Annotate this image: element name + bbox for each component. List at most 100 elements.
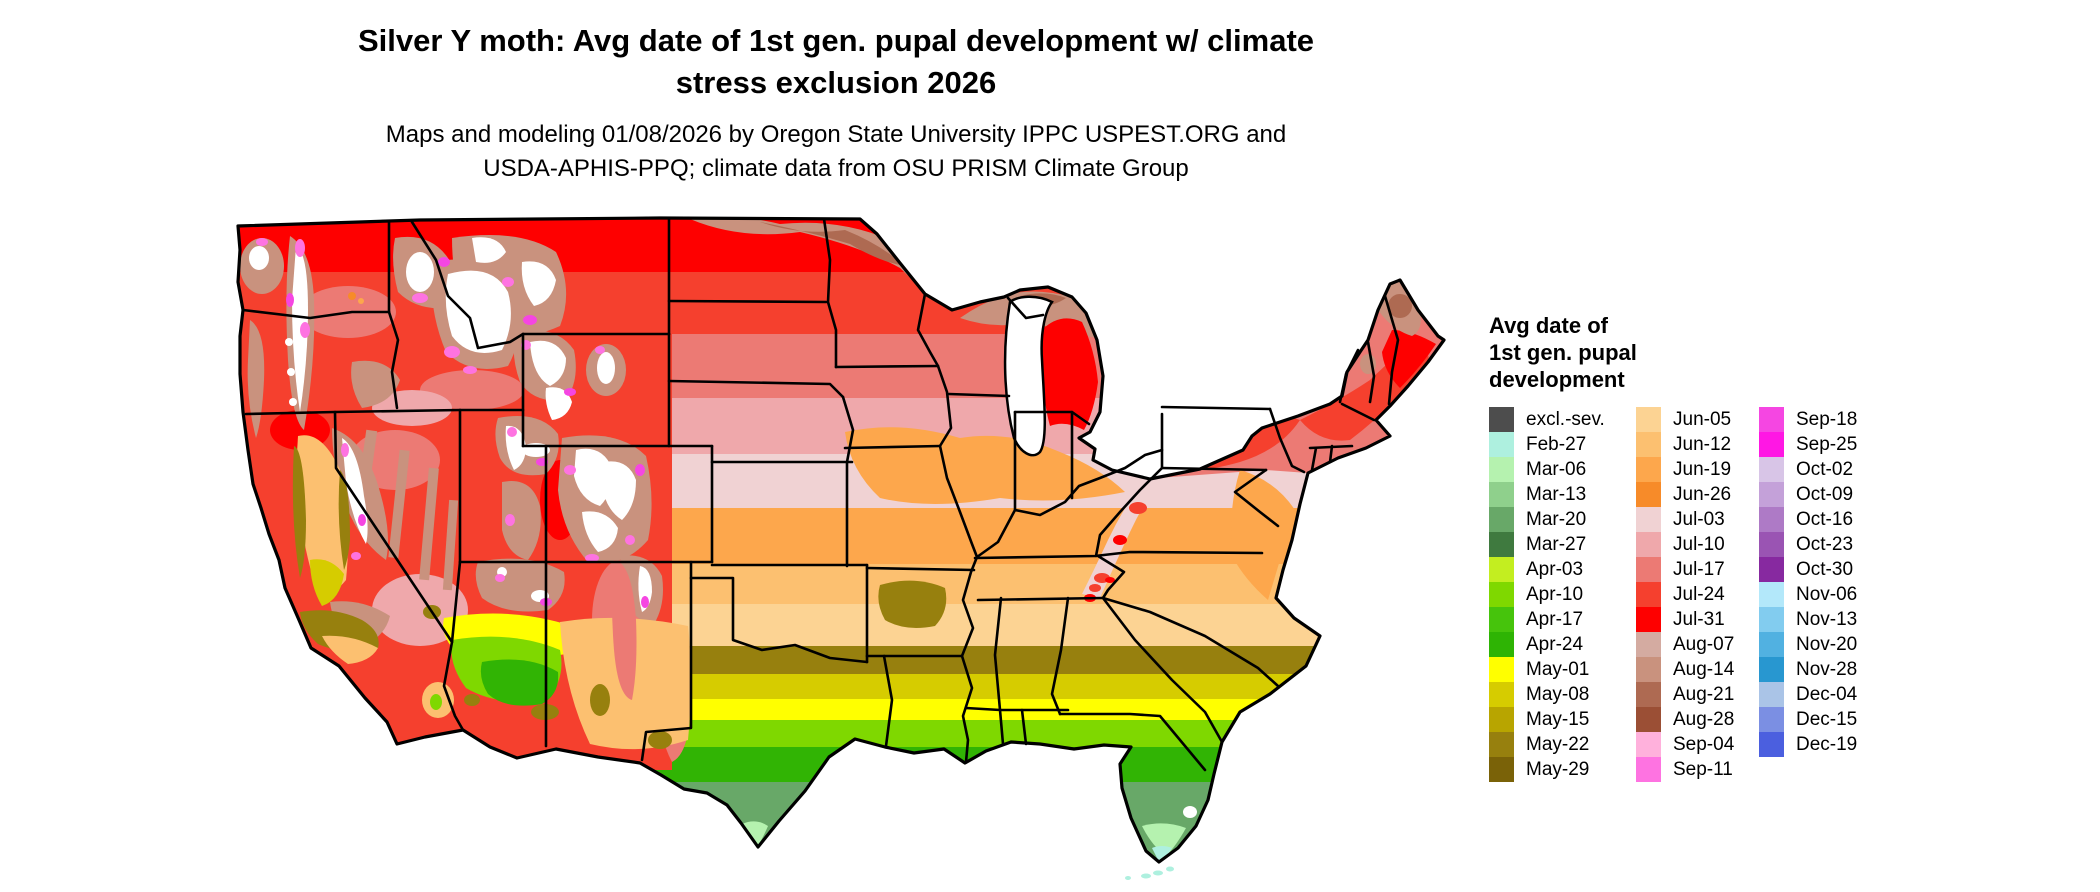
legend-entry-label: Jul-24 bbox=[1673, 583, 1725, 605]
legend-column-1: excl.-sev. Feb-27 Mar-06 Mar-13 Mar-20 Mar-27… bbox=[1489, 407, 1636, 782]
legend-color-swatch bbox=[1759, 707, 1784, 732]
legend-column-3: Sep-18 Sep-25 Oct-02 Oct-09 Oct-16 Oct-23 Oct-… bbox=[1759, 407, 1857, 757]
legend-entry-label: Sep-11 bbox=[1673, 758, 1733, 780]
legend-entry: Sep-25 bbox=[1759, 432, 1857, 457]
legend-entry-label: Apr-03 bbox=[1526, 558, 1584, 580]
subtitle-line-2: USDA-APHIS-PPQ; climate data from OSU PR… bbox=[483, 155, 1189, 182]
legend-entry: Aug-21 bbox=[1636, 682, 1759, 707]
legend-color-swatch bbox=[1636, 732, 1661, 757]
legend-entry-label: Apr-10 bbox=[1526, 583, 1584, 605]
legend-entry-label: Sep-18 bbox=[1796, 408, 1858, 430]
legend-entry: Mar-27 bbox=[1489, 532, 1636, 557]
legend-entry: Nov-13 bbox=[1759, 607, 1857, 632]
legend-entry: Feb-27 bbox=[1489, 432, 1636, 457]
legend-color-swatch bbox=[1636, 632, 1661, 657]
legend-entry-label: Nov-28 bbox=[1796, 658, 1858, 680]
legend-entry-label: Aug-21 bbox=[1673, 683, 1735, 705]
legend-color-swatch bbox=[1489, 432, 1514, 457]
legend-entry-label: Oct-23 bbox=[1796, 533, 1854, 555]
title-block: Silver Y moth: Avg date of 1st gen. pupa… bbox=[236, 20, 1436, 104]
legend-color-swatch bbox=[1759, 632, 1784, 657]
legend-entry: Aug-28 bbox=[1636, 707, 1759, 732]
legend-color-swatch bbox=[1759, 432, 1784, 457]
legend-entry: May-29 bbox=[1489, 757, 1636, 782]
legend-entry-label: Aug-07 bbox=[1673, 633, 1735, 655]
legend-entry-label: May-15 bbox=[1526, 708, 1590, 730]
legend-entry: Dec-04 bbox=[1759, 682, 1857, 707]
legend-color-swatch bbox=[1489, 607, 1514, 632]
legend-color-swatch bbox=[1636, 407, 1661, 432]
legend-entry-label: Dec-04 bbox=[1796, 683, 1858, 705]
legend-entry: Jul-10 bbox=[1636, 532, 1759, 557]
legend-entry-label: Oct-16 bbox=[1796, 508, 1854, 530]
legend-color-swatch bbox=[1636, 532, 1661, 557]
legend-color-swatch bbox=[1636, 707, 1661, 732]
legend-title-line-2: 1st gen. pupal bbox=[1489, 340, 1637, 365]
legend-color-swatch bbox=[1636, 657, 1661, 682]
legend-entry: excl.-sev. bbox=[1489, 407, 1636, 432]
legend-color-swatch bbox=[1636, 432, 1661, 457]
legend-entry: Aug-07 bbox=[1636, 632, 1759, 657]
legend-entry: Dec-15 bbox=[1759, 707, 1857, 732]
legend-entry: Oct-16 bbox=[1759, 507, 1857, 532]
legend-entry: Jul-17 bbox=[1636, 557, 1759, 582]
legend-entry: Oct-02 bbox=[1759, 457, 1857, 482]
legend-entry: Mar-13 bbox=[1489, 482, 1636, 507]
legend-entry-label: Dec-15 bbox=[1796, 708, 1858, 730]
page-title-line-1: Silver Y moth: Avg date of 1st gen. pupa… bbox=[357, 23, 1315, 58]
legend-color-swatch bbox=[1489, 407, 1514, 432]
legend-entry-label: Apr-17 bbox=[1526, 608, 1584, 630]
legend-entry-label: May-01 bbox=[1526, 658, 1590, 680]
legend-entry-label: Sep-25 bbox=[1796, 433, 1858, 455]
legend-column-2: Jun-05 Jun-12 Jun-19 Jun-26 Jul-03 Jul-10 Jul-… bbox=[1636, 407, 1759, 782]
legend-entry: Aug-14 bbox=[1636, 657, 1759, 682]
legend-color-swatch bbox=[1489, 732, 1514, 757]
legend-entry: Jul-24 bbox=[1636, 582, 1759, 607]
legend-entry-label: Jun-26 bbox=[1673, 483, 1732, 505]
legend-title-line-1: Avg date of bbox=[1489, 313, 1608, 338]
page-title-line-2: stress exclusion 2026 bbox=[675, 65, 997, 100]
western-terrain bbox=[238, 235, 691, 770]
legend-entry-label: May-22 bbox=[1526, 733, 1590, 755]
legend-color-swatch bbox=[1489, 632, 1514, 657]
legend-entry: Sep-18 bbox=[1759, 407, 1857, 432]
legend-entry: Jun-05 bbox=[1636, 407, 1759, 432]
legend-entry-label: Jul-03 bbox=[1673, 508, 1725, 530]
legend-color-swatch bbox=[1759, 507, 1784, 532]
legend-color-swatch bbox=[1636, 482, 1661, 507]
legend-entry-label: Mar-13 bbox=[1526, 483, 1587, 505]
legend-entry-label: Oct-09 bbox=[1796, 483, 1854, 505]
legend-entry: Jul-03 bbox=[1636, 507, 1759, 532]
legend-color-swatch bbox=[1636, 757, 1661, 782]
legend-color-swatch bbox=[1759, 682, 1784, 707]
legend-title-line-3: development bbox=[1489, 367, 1625, 392]
legend-color-swatch bbox=[1636, 682, 1661, 707]
legend-color-swatch bbox=[1759, 532, 1784, 557]
legend-entry: Apr-03 bbox=[1489, 557, 1636, 582]
subtitle-line-1: Maps and modeling 01/08/2026 by Oregon S… bbox=[385, 121, 1287, 148]
legend-entry-label: Aug-28 bbox=[1673, 708, 1735, 730]
lake-michigan bbox=[1003, 295, 1054, 457]
state-borders bbox=[241, 217, 1400, 772]
legend-color-swatch bbox=[1489, 757, 1514, 782]
legend-color-swatch bbox=[1636, 557, 1661, 582]
legend-entry: Jun-26 bbox=[1636, 482, 1759, 507]
legend-entry-label: Jun-19 bbox=[1673, 458, 1732, 480]
legend-entry: Oct-30 bbox=[1759, 557, 1857, 582]
legend-entry: May-22 bbox=[1489, 732, 1636, 757]
legend: Avg date of 1st gen. pupal development e… bbox=[1489, 312, 1857, 782]
legend-entry-label: Jul-10 bbox=[1673, 533, 1725, 555]
legend-entry: Oct-23 bbox=[1759, 532, 1857, 557]
legend-color-swatch bbox=[1636, 457, 1661, 482]
legend-entry-label: Mar-27 bbox=[1526, 533, 1587, 555]
legend-color-swatch bbox=[1489, 707, 1514, 732]
legend-color-swatch bbox=[1636, 607, 1661, 632]
legend-entry-label: May-29 bbox=[1526, 758, 1590, 780]
legend-entry: May-15 bbox=[1489, 707, 1636, 732]
legend-color-swatch bbox=[1489, 457, 1514, 482]
legend-entry: Mar-06 bbox=[1489, 457, 1636, 482]
legend-entry-label: Jun-12 bbox=[1673, 433, 1732, 455]
conus-outline bbox=[236, 216, 1446, 864]
legend-color-swatch bbox=[1489, 482, 1514, 507]
